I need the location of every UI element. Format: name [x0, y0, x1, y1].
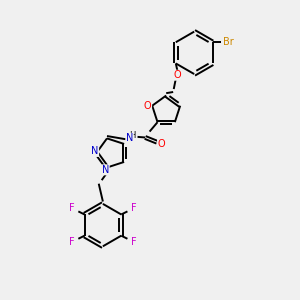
Text: F: F [69, 203, 75, 213]
Text: O: O [144, 101, 152, 111]
Text: H: H [129, 131, 136, 140]
Text: N: N [126, 134, 133, 143]
Text: O: O [158, 139, 165, 149]
Text: F: F [131, 203, 137, 213]
Text: N: N [91, 146, 99, 157]
Text: F: F [131, 237, 137, 247]
Text: Br: Br [223, 37, 234, 47]
Text: N: N [102, 165, 109, 175]
Text: O: O [173, 70, 181, 80]
Text: F: F [69, 237, 75, 247]
